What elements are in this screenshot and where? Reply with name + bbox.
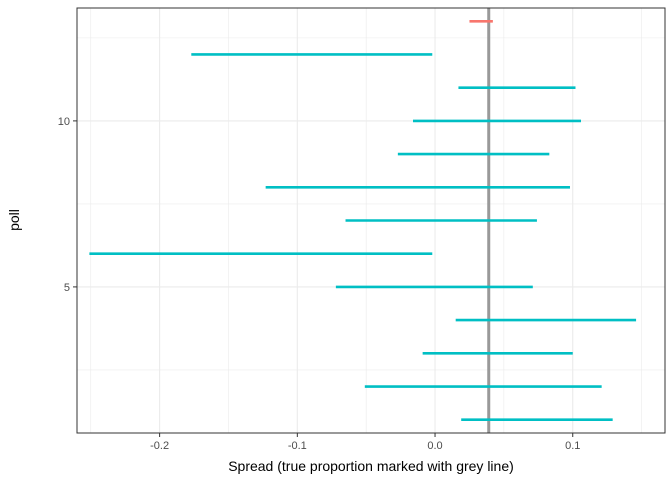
y-tick-label: 10 [58, 116, 70, 128]
x-tick-label: -0.2 [150, 440, 169, 452]
x-tick-label: 0.0 [427, 440, 442, 452]
axis-ticks: -0.2 -0.1 0.0 0.1 5 10 [58, 116, 581, 452]
x-axis-title: Spread (true proportion marked with grey… [228, 458, 514, 474]
y-axis-title: poll [6, 209, 22, 231]
y-tick-label: 5 [64, 282, 70, 294]
panel-border [76, 7, 666, 434]
x-tick-label: 0.1 [565, 440, 580, 452]
x-tick-label: -0.1 [288, 440, 307, 452]
interval-layer [89, 19, 637, 422]
